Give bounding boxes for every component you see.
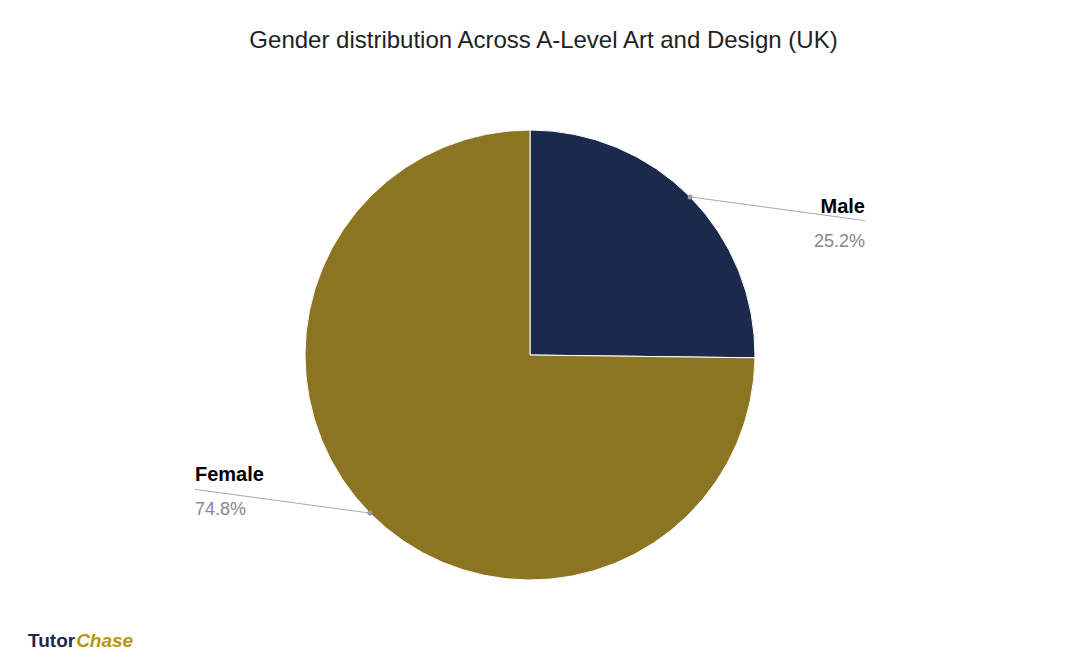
slice-label: Female [195,463,264,485]
data-label: 25.2% [814,231,865,251]
title: Gender distribution Across A-Level Art a… [249,26,837,53]
slice-label: Male [821,195,865,217]
pie-slice [305,130,755,580]
data-label: 74.8% [195,499,246,519]
chart: Gender distribution Across A-Level Art a… [0,0,1087,671]
pie-labels: Male 25.2% Female 74.8% [195,194,865,519]
pie [305,130,755,580]
annotation: Tutor [28,630,76,651]
pie-slice [530,130,755,358]
annotation: Chase [76,630,133,651]
annotations: TutorChase [28,630,134,651]
